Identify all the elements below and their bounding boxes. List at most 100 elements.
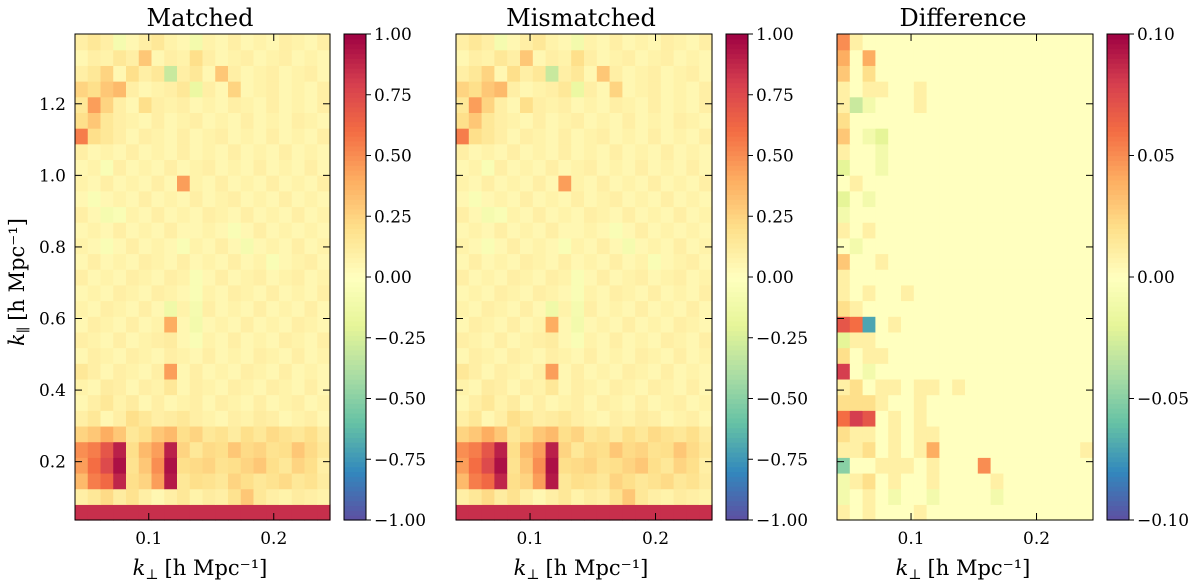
heatmap-cell (558, 34, 572, 51)
heatmap-cell (545, 347, 559, 364)
heatmap-cell (520, 65, 534, 82)
heatmap-cell (189, 34, 204, 51)
heatmap-cell (494, 237, 508, 255)
heatmap-cell (952, 378, 966, 396)
heatmap-cell (571, 331, 585, 349)
heatmap-cell (291, 363, 306, 380)
heatmap-cell (660, 206, 675, 223)
heatmap-cell (545, 190, 559, 208)
colorbar-segment (1107, 218, 1129, 225)
colorbar-tick-label: 1.00 (756, 25, 794, 45)
heatmap-cell (507, 425, 521, 443)
heatmap-cell (215, 363, 229, 380)
heatmap-cell (317, 65, 331, 82)
heatmap-cell (952, 253, 966, 270)
heatmap-cell (648, 269, 662, 286)
heatmap-cell (189, 81, 204, 98)
heatmap-cell (1041, 284, 1056, 302)
heatmap-cell (177, 81, 191, 98)
heatmap-cell (622, 253, 636, 270)
heatmap-cell (837, 143, 851, 161)
heatmap-cell (990, 175, 1004, 192)
heatmap-cell (494, 175, 508, 192)
heatmap-cell (952, 269, 966, 286)
heatmap-cell (837, 190, 851, 208)
heatmap-cell (913, 425, 928, 443)
heatmap-cell (481, 34, 495, 51)
heatmap-cell (939, 222, 953, 239)
heatmap-cell (1067, 378, 1081, 396)
heatmap-cell (660, 331, 675, 349)
heatmap-cell (1003, 300, 1017, 317)
colorbar-tick-label: 0.00 (374, 268, 412, 288)
heatmap-cell (138, 441, 153, 458)
heatmap-cell (87, 253, 102, 270)
heatmap-cell (151, 237, 165, 255)
colorbar-segment (726, 228, 748, 234)
heatmap-cell (151, 316, 165, 333)
heatmap-cell (571, 394, 585, 411)
heatmap-cell (291, 159, 306, 176)
colorbar-segment (726, 242, 748, 249)
heatmap-cell (1080, 128, 1094, 145)
colorbar-tick-label: 0.50 (756, 147, 794, 167)
heatmap-cell (164, 394, 178, 411)
heatmap-cell (202, 253, 216, 270)
heatmap-cell (673, 222, 687, 239)
heatmap-cell (686, 190, 700, 208)
heatmap-cell (494, 284, 508, 302)
heatmap-cell (1003, 472, 1017, 490)
heatmap-cell (977, 504, 992, 521)
heatmap-cell (164, 457, 178, 474)
heatmap-cell (849, 65, 864, 82)
panel-mismatched: Mismatched 0.1 0.2 −1.00−0.75−0.50−0.250.… (455, 4, 808, 583)
heatmap-cell (849, 206, 864, 223)
heatmap-cell (177, 504, 191, 521)
heatmap-cell (520, 222, 534, 239)
heatmap-cell (75, 316, 89, 333)
heatmap-cell (138, 331, 153, 349)
heatmap-cell (279, 347, 293, 364)
y-axis: 0.20.40.60.81.01.2 (39, 95, 330, 473)
heatmap-cell (520, 237, 534, 255)
heatmap-cell (939, 316, 953, 333)
heatmap-cell (673, 331, 687, 349)
heatmap-cell (177, 316, 191, 333)
heatmap-cell (849, 112, 864, 129)
heatmap-cell (545, 504, 559, 521)
heatmap-cell (965, 159, 979, 176)
heatmap-cell (266, 96, 280, 113)
heatmap-cell (699, 175, 713, 192)
heatmap-cell (1041, 269, 1056, 286)
colorbar-segment (1107, 408, 1129, 414)
heatmap-cell (901, 206, 915, 223)
heatmap-cell (304, 96, 318, 113)
heatmap-cell (875, 316, 889, 333)
heatmap-cell (558, 316, 572, 333)
heatmap-cell (875, 128, 889, 145)
heatmap-cell (648, 112, 662, 129)
colorbar-tick-label: 0.50 (374, 147, 412, 167)
heatmap-cell (456, 331, 470, 349)
heatmap-cell (926, 284, 940, 302)
heatmap-cell (215, 159, 229, 176)
heatmap-cell (1080, 237, 1094, 255)
heatmap-cell (596, 96, 611, 113)
heatmap-cell (189, 488, 204, 505)
colorbar-segment (726, 481, 748, 487)
colorbar-segment (726, 490, 748, 497)
colorbar-segment (344, 369, 366, 375)
heatmap-cell (952, 128, 966, 145)
heatmap-cell (126, 159, 140, 176)
heatmap-cell (609, 112, 623, 129)
heatmap-cell (1080, 206, 1094, 223)
heatmap-cell (660, 441, 675, 458)
heatmap-cell (228, 300, 242, 317)
colorbar-segment (1107, 131, 1129, 137)
heatmap-cell (1080, 222, 1094, 239)
heatmap-cell (266, 457, 280, 474)
heatmap-cell (1041, 394, 1056, 411)
heatmap-cell (1016, 441, 1030, 458)
heatmap-cell (622, 65, 636, 82)
heatmap-cell (648, 222, 662, 239)
